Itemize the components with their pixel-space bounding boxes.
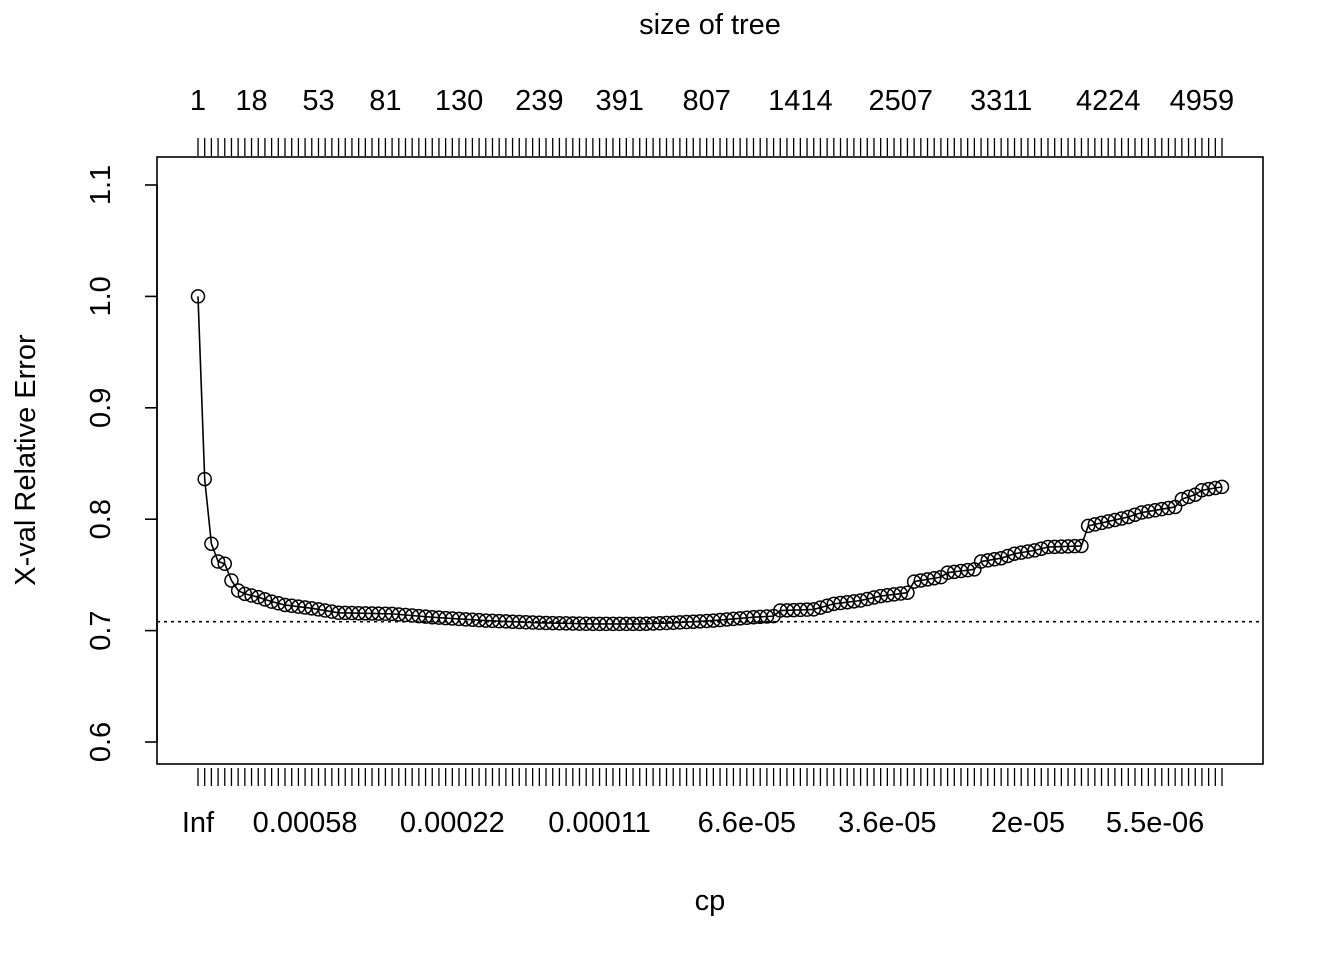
data-point (1121, 509, 1136, 525)
y-tick-label: 1.1 (85, 165, 117, 205)
data-point (1094, 515, 1109, 531)
data-point (1100, 514, 1116, 529)
top-tick-label: 130 (435, 85, 483, 117)
data-point (224, 573, 239, 588)
top-tick-label: 807 (682, 85, 730, 117)
chart-title: size of tree (639, 9, 781, 41)
data-point (1074, 538, 1089, 554)
top-tick-label: 4959 (1170, 85, 1235, 117)
top-tick-label: 18 (235, 85, 267, 117)
data-point (250, 589, 266, 605)
data-point (1174, 491, 1190, 507)
data-point (813, 600, 828, 615)
y-tick-label: 1.0 (85, 276, 117, 316)
plot-frame (156, 156, 1264, 765)
data-point (190, 289, 206, 304)
data-point (244, 588, 259, 603)
data-point (1000, 548, 1016, 564)
data-points (190, 289, 1230, 632)
bottom-tick-label: 0.00058 (253, 807, 358, 839)
data-point (759, 609, 775, 624)
bottom-tick-label: 0.00011 (548, 807, 651, 839)
y-tick-label: 0.9 (85, 388, 117, 428)
data-point (1208, 480, 1223, 496)
data-point (1181, 489, 1196, 505)
data-point (1161, 500, 1176, 516)
series-line (197, 296, 1223, 625)
bottom-tick-label: 6.6e-05 (698, 807, 796, 839)
data-point (1107, 512, 1123, 528)
data-point (230, 583, 246, 598)
data-point (237, 586, 253, 602)
top-tick-label: 1414 (768, 85, 833, 117)
top-tick-label: 2507 (868, 85, 933, 117)
y-axis-label: X-val Relative Error (10, 334, 42, 586)
data-point (960, 562, 975, 578)
bottom-tick-label: 3.6e-05 (838, 807, 936, 839)
y-tick-label: 0.6 (85, 722, 117, 762)
bottom-tick-label: 5.5e-06 (1106, 807, 1204, 839)
data-point (860, 591, 875, 607)
data-point (1114, 511, 1129, 526)
data-point (1080, 518, 1096, 534)
data-point (1020, 544, 1036, 559)
data-point (217, 556, 233, 572)
data-point (257, 592, 273, 607)
y-tick-label: 0.7 (85, 610, 117, 650)
data-point (204, 536, 219, 551)
data-point (926, 570, 942, 586)
data-point (987, 552, 1002, 567)
data-point (197, 471, 212, 487)
top-tick-label: 53 (302, 85, 334, 117)
x-axis-label: cp (695, 885, 726, 917)
bottom-tick-label: Inf (182, 807, 215, 839)
top-tick-label: 391 (595, 85, 643, 117)
data-point (853, 593, 868, 608)
bottom-tick-label: 0.00022 (400, 807, 505, 839)
top-size-axis: 1 18 53 81 130 239 391 807 1414 2507 3311 4224 4959 (190, 85, 1234, 156)
y-tick-label: 0.8 (85, 499, 117, 539)
top-tick-label: 1 (190, 85, 206, 117)
bottom-tick-label: 2e-05 (991, 807, 1065, 839)
data-point (900, 585, 915, 600)
data-point (1087, 517, 1103, 532)
data-point (271, 596, 286, 611)
data-point (1127, 507, 1143, 522)
top-tick-label: 81 (369, 85, 401, 117)
data-point (1214, 479, 1230, 495)
data-point (819, 598, 835, 613)
data-point (1067, 538, 1083, 554)
data-point (264, 594, 279, 609)
bottom-cp-axis: Inf 0.00058 0.00022 0.00011 6.6e-05 3.6e-05 2e… (182, 768, 1223, 839)
data-point (806, 602, 821, 617)
top-tick-label: 3311 (970, 85, 1032, 117)
data-point (1027, 543, 1042, 558)
data-point (866, 590, 882, 605)
data-point (846, 594, 862, 609)
top-tick-label: 239 (515, 85, 563, 117)
y-axis: 0.6 0.7 0.8 0.9 1.0 1.1 (85, 165, 158, 762)
data-point (993, 550, 1009, 566)
data-point (893, 586, 908, 601)
top-tick-label: 4224 (1076, 85, 1141, 117)
data-point (210, 554, 226, 569)
